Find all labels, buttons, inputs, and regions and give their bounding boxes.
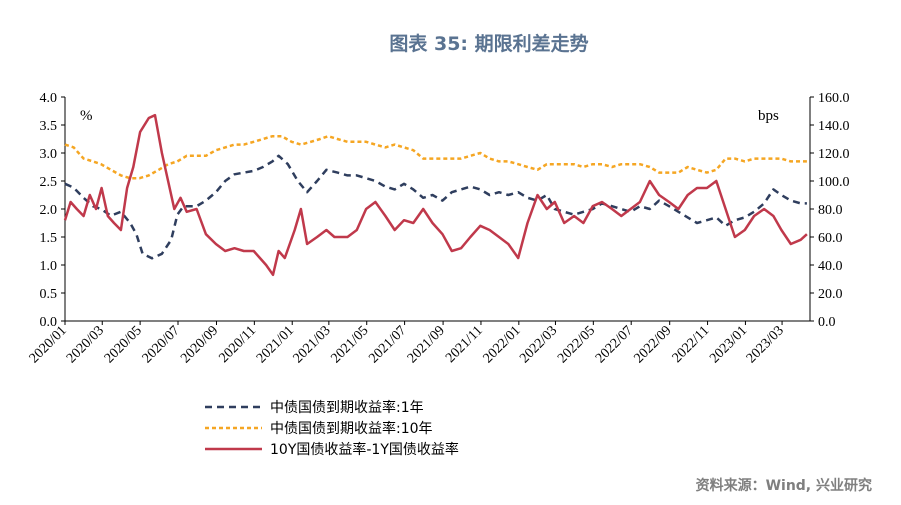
x-tick-label: 2020/09 xyxy=(178,323,221,366)
left-tick-label: 2.5 xyxy=(40,175,58,190)
legend-label-1: 中债国债到期收益率:1年 xyxy=(270,399,424,416)
series-line-2 xyxy=(64,134,807,180)
x-tick-label: 2022/03 xyxy=(517,323,560,366)
left-tick-label: 4.0 xyxy=(40,91,58,106)
x-tick-label: 2021/07 xyxy=(366,323,409,366)
right-tick-label: 40.0 xyxy=(818,259,843,274)
left-tick-label: 0.0 xyxy=(40,315,58,330)
x-tick-label: 2021/11 xyxy=(443,323,486,366)
x-tick-label: 2022/09 xyxy=(631,323,674,366)
right-unit-label: bps xyxy=(758,108,779,124)
x-tick-label: 2021/09 xyxy=(405,323,448,366)
x-tick-label: 2023/01 xyxy=(707,323,750,366)
left-tick-label: 1.5 xyxy=(40,231,58,246)
right-tick-label: 160.0 xyxy=(818,91,850,106)
right-tick-label: 20.0 xyxy=(818,287,843,302)
x-tick-label: 2020/03 xyxy=(64,323,107,366)
x-tick-label: 2020/07 xyxy=(140,323,183,366)
series-line-1 xyxy=(64,154,807,260)
legend-label-3: 10Y国债收益率-1Y国债收益率 xyxy=(270,441,459,458)
x-tick-label: 2021/05 xyxy=(328,323,371,366)
x-tick-label: 2023/03 xyxy=(744,323,787,366)
x-tick-label: 2022/07 xyxy=(593,323,636,366)
x-tick-label: 2022/11 xyxy=(670,323,713,366)
series-line-3 xyxy=(63,113,808,277)
left-unit-label: % xyxy=(80,108,93,124)
legend-label-2: 中债国债到期收益率:10年 xyxy=(270,420,433,437)
chart-title: 图表 35: 期限利差走势 xyxy=(389,32,588,55)
left-tick-label: 3.0 xyxy=(40,147,58,162)
right-tick-label: 0.0 xyxy=(818,315,836,330)
x-tick-label: 2022/05 xyxy=(555,323,598,366)
right-tick-label: 140.0 xyxy=(818,119,850,134)
right-tick-label: 80.0 xyxy=(818,203,843,218)
x-tick-label: 2021/03 xyxy=(291,323,334,366)
left-tick-label: 0.5 xyxy=(40,287,58,302)
source-note: 资料来源：Wind, 兴业研究 xyxy=(696,477,872,494)
x-tick-label: 2021/01 xyxy=(254,323,297,366)
x-tick-label: 2020/11 xyxy=(216,323,259,366)
right-tick-label: 60.0 xyxy=(818,231,843,246)
x-tick-label: 2020/05 xyxy=(102,323,145,366)
right-tick-label: 120.0 xyxy=(818,147,850,162)
left-tick-label: 1.0 xyxy=(40,259,58,274)
series-layer xyxy=(63,113,808,277)
x-tick-label: 2022/01 xyxy=(481,323,524,366)
left-tick-label: 2.0 xyxy=(40,203,58,218)
left-tick-label: 3.5 xyxy=(40,119,58,134)
right-tick-label: 100.0 xyxy=(818,175,850,190)
